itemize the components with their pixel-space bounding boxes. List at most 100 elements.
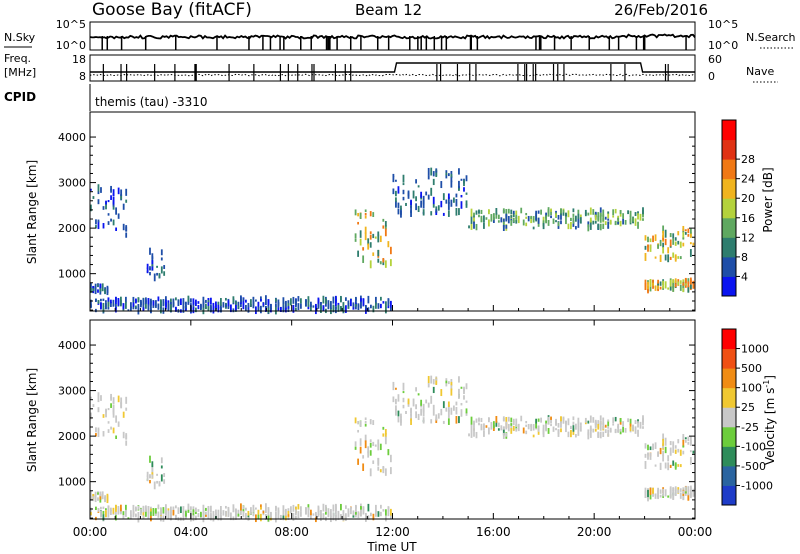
- power-cell: [435, 210, 438, 216]
- y-tick-label: 3000: [58, 177, 86, 190]
- velocity-cell: [357, 458, 360, 465]
- velocity-cell: [300, 511, 302, 517]
- power-cell: [592, 209, 595, 215]
- power-cell: [445, 170, 448, 173]
- velocity-cell: [555, 428, 557, 431]
- velocity-cell: [594, 422, 597, 429]
- velocity-cell: [92, 495, 95, 499]
- velocity-cell: [689, 457, 692, 465]
- power-cell: [547, 219, 550, 226]
- velocity-cell: [195, 511, 197, 515]
- power-cell: [102, 223, 105, 229]
- power-cell: [162, 299, 165, 306]
- power-cell: [674, 237, 677, 241]
- velocity-cell: [365, 514, 367, 522]
- power-cell: [458, 187, 460, 191]
- freq-series-line: [90, 62, 695, 73]
- velocity-cell: [450, 381, 453, 386]
- power-cell: [387, 302, 390, 307]
- power-cell: [155, 304, 157, 308]
- velocity-cell: [195, 507, 197, 513]
- power-cell: [397, 202, 400, 209]
- power-cell: [395, 179, 397, 182]
- power-scatter-cells: [90, 167, 695, 315]
- velocity-cell: [105, 408, 107, 413]
- velocity-cell: [265, 503, 267, 512]
- power-cell: [355, 297, 357, 305]
- velocity-cell: [107, 505, 110, 510]
- power-cell: [102, 302, 105, 307]
- power-cell: [525, 216, 528, 219]
- colorbar-tick-label: 4: [741, 270, 748, 283]
- velocity-cell: [315, 511, 317, 518]
- power-cell: [537, 217, 540, 224]
- power-cell: [152, 300, 155, 306]
- velocity-cell: [525, 430, 528, 435]
- x-tick-label: 08:00: [274, 525, 309, 539]
- nave-series-line: [89, 73, 696, 77]
- power-cell: [607, 221, 610, 229]
- power-cell: [267, 299, 270, 306]
- velocity-cell: [265, 514, 267, 521]
- power-cell: [310, 301, 312, 308]
- velocity-cell: [95, 433, 97, 437]
- velocity-cell: [402, 404, 405, 409]
- power-cell: [667, 247, 670, 254]
- power-cell: [285, 300, 287, 309]
- velocity-cell: [125, 407, 128, 411]
- power-cell: [427, 194, 430, 200]
- velocity-cell: [102, 514, 105, 521]
- velocity-cell: [357, 511, 360, 519]
- velocity-cell: [460, 386, 463, 389]
- velocity-cell: [574, 434, 577, 438]
- velocity-cell: [350, 506, 352, 515]
- power-cell: [614, 208, 617, 214]
- velocity-cell: [90, 507, 92, 516]
- power-cell: [142, 307, 145, 310]
- power-cell: [662, 225, 665, 234]
- colorbar-swatch: [722, 159, 736, 180]
- power-cell: [350, 298, 352, 307]
- power-cell: [195, 299, 197, 305]
- power-cell: [95, 219, 97, 225]
- velocity-cell: [435, 378, 438, 381]
- velocity-cell: [252, 512, 255, 517]
- velocity-cell: [664, 437, 667, 446]
- power-cell: [679, 241, 682, 248]
- velocity-cell: [120, 397, 123, 404]
- power-cell: [652, 235, 654, 243]
- velocity-cell: [677, 464, 680, 467]
- power-cell: [562, 209, 565, 213]
- power-cell: [445, 199, 448, 204]
- velocity-cell: [125, 440, 128, 446]
- power-cell: [157, 296, 160, 302]
- power-cell: [629, 215, 632, 221]
- power-cell: [687, 285, 690, 293]
- velocity-cell: [435, 417, 438, 421]
- velocity-cell: [267, 507, 270, 514]
- power-panel: 1000 2000 3000 4000 Slant Range [km] 4 8 12 16…: [25, 111, 775, 315]
- velocity-cell: [205, 507, 207, 511]
- power-cell: [473, 217, 475, 223]
- power-cell: [674, 283, 677, 288]
- velocity-cell: [497, 422, 500, 428]
- velocity-cell: [473, 425, 475, 431]
- power-cell: [151, 260, 154, 268]
- power-cell: [515, 220, 518, 224]
- velocity-cell: [552, 426, 555, 432]
- power-cell: [505, 209, 508, 217]
- velocity-cell: [180, 506, 182, 514]
- velocity-cell: [384, 433, 387, 438]
- power-cell: [517, 215, 520, 224]
- power-cell: [547, 208, 550, 217]
- power-cell: [502, 208, 505, 214]
- velocity-cell: [425, 399, 428, 404]
- velocity-cell: [210, 512, 212, 521]
- velocity-cell: [405, 410, 407, 415]
- power-cell: [240, 295, 242, 303]
- power-cell: [602, 223, 605, 229]
- velocity-cell: [402, 382, 405, 391]
- velocity-cell: [407, 398, 410, 405]
- power-cell: [557, 221, 560, 227]
- power-cell: [372, 252, 375, 256]
